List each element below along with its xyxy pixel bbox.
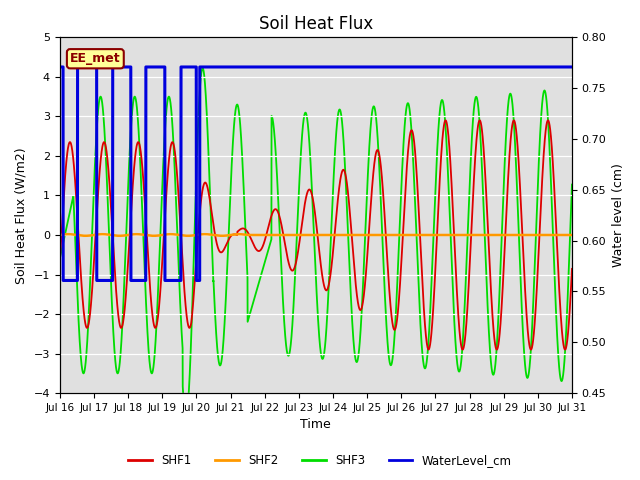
- X-axis label: Time: Time: [301, 419, 332, 432]
- Y-axis label: Water level (cm): Water level (cm): [612, 163, 625, 267]
- Title: Soil Heat Flux: Soil Heat Flux: [259, 15, 373, 33]
- Text: EE_met: EE_met: [70, 52, 121, 65]
- Y-axis label: Soil Heat Flux (W/m2): Soil Heat Flux (W/m2): [15, 147, 28, 284]
- Legend: SHF1, SHF2, SHF3, WaterLevel_cm: SHF1, SHF2, SHF3, WaterLevel_cm: [124, 449, 516, 472]
